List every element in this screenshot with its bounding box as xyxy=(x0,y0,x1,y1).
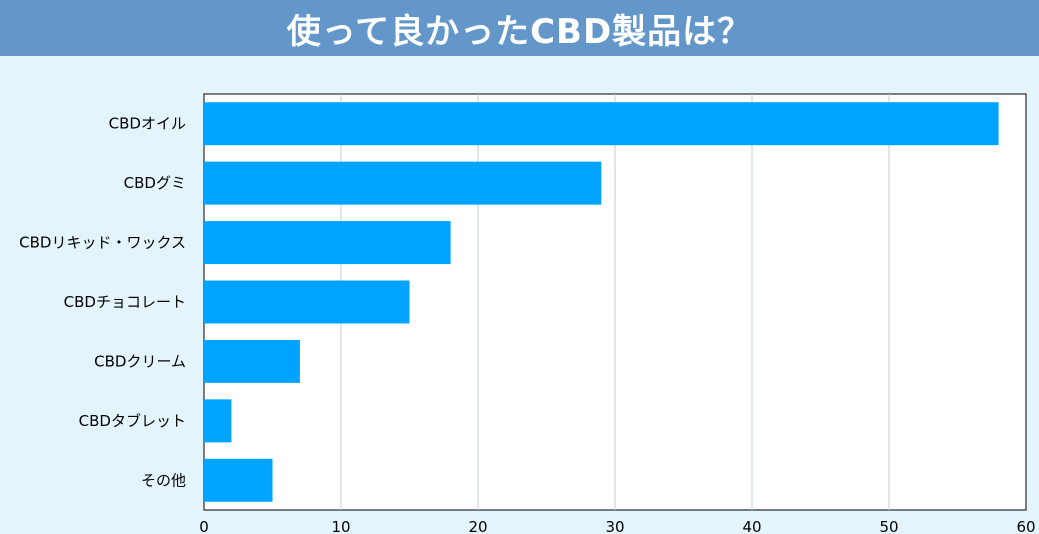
grid-lines xyxy=(340,94,890,510)
bar xyxy=(204,161,602,205)
x-tick-label: 20 xyxy=(468,518,487,534)
category-label: CBDクリーム xyxy=(94,352,186,370)
category-label: CBDグミ xyxy=(124,174,186,192)
x-tick-label: 10 xyxy=(331,518,350,534)
category-label: CBDオイル xyxy=(109,115,186,133)
category-label: CBDタブレット xyxy=(79,412,186,430)
category-label: CBDチョコレート xyxy=(64,293,186,311)
bars xyxy=(204,102,999,502)
chart-title: 使って良かったCBD製品は？ xyxy=(286,11,753,52)
bar xyxy=(204,339,300,383)
bar xyxy=(204,280,410,324)
bar xyxy=(204,399,232,443)
x-tick-label: 30 xyxy=(605,518,624,534)
x-tick-label: 40 xyxy=(742,518,761,534)
bar xyxy=(204,102,999,146)
x-tick-label: 0 xyxy=(199,518,209,534)
category-label: その他 xyxy=(141,471,186,489)
x-tick-label: 50 xyxy=(879,518,898,534)
bar xyxy=(204,221,451,265)
category-labels: CBDオイル CBDグミ CBDリキッド・ワックス CBDチョコレート CBDクリーム C… xyxy=(19,115,186,490)
bar xyxy=(204,458,273,502)
x-tick-label: 60 xyxy=(1016,518,1035,534)
chart-header: 使って良かったCBD製品は？ xyxy=(0,0,1039,56)
x-tick-labels: 0 10 20 30 40 50 60 xyxy=(199,518,1035,534)
category-label: CBDリキッド・ワックス xyxy=(19,234,186,252)
